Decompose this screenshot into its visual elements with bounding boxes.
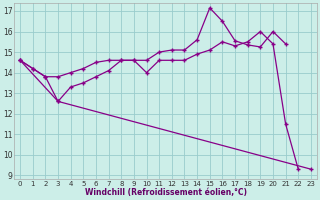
X-axis label: Windchill (Refroidissement éolien,°C): Windchill (Refroidissement éolien,°C)	[84, 188, 246, 197]
